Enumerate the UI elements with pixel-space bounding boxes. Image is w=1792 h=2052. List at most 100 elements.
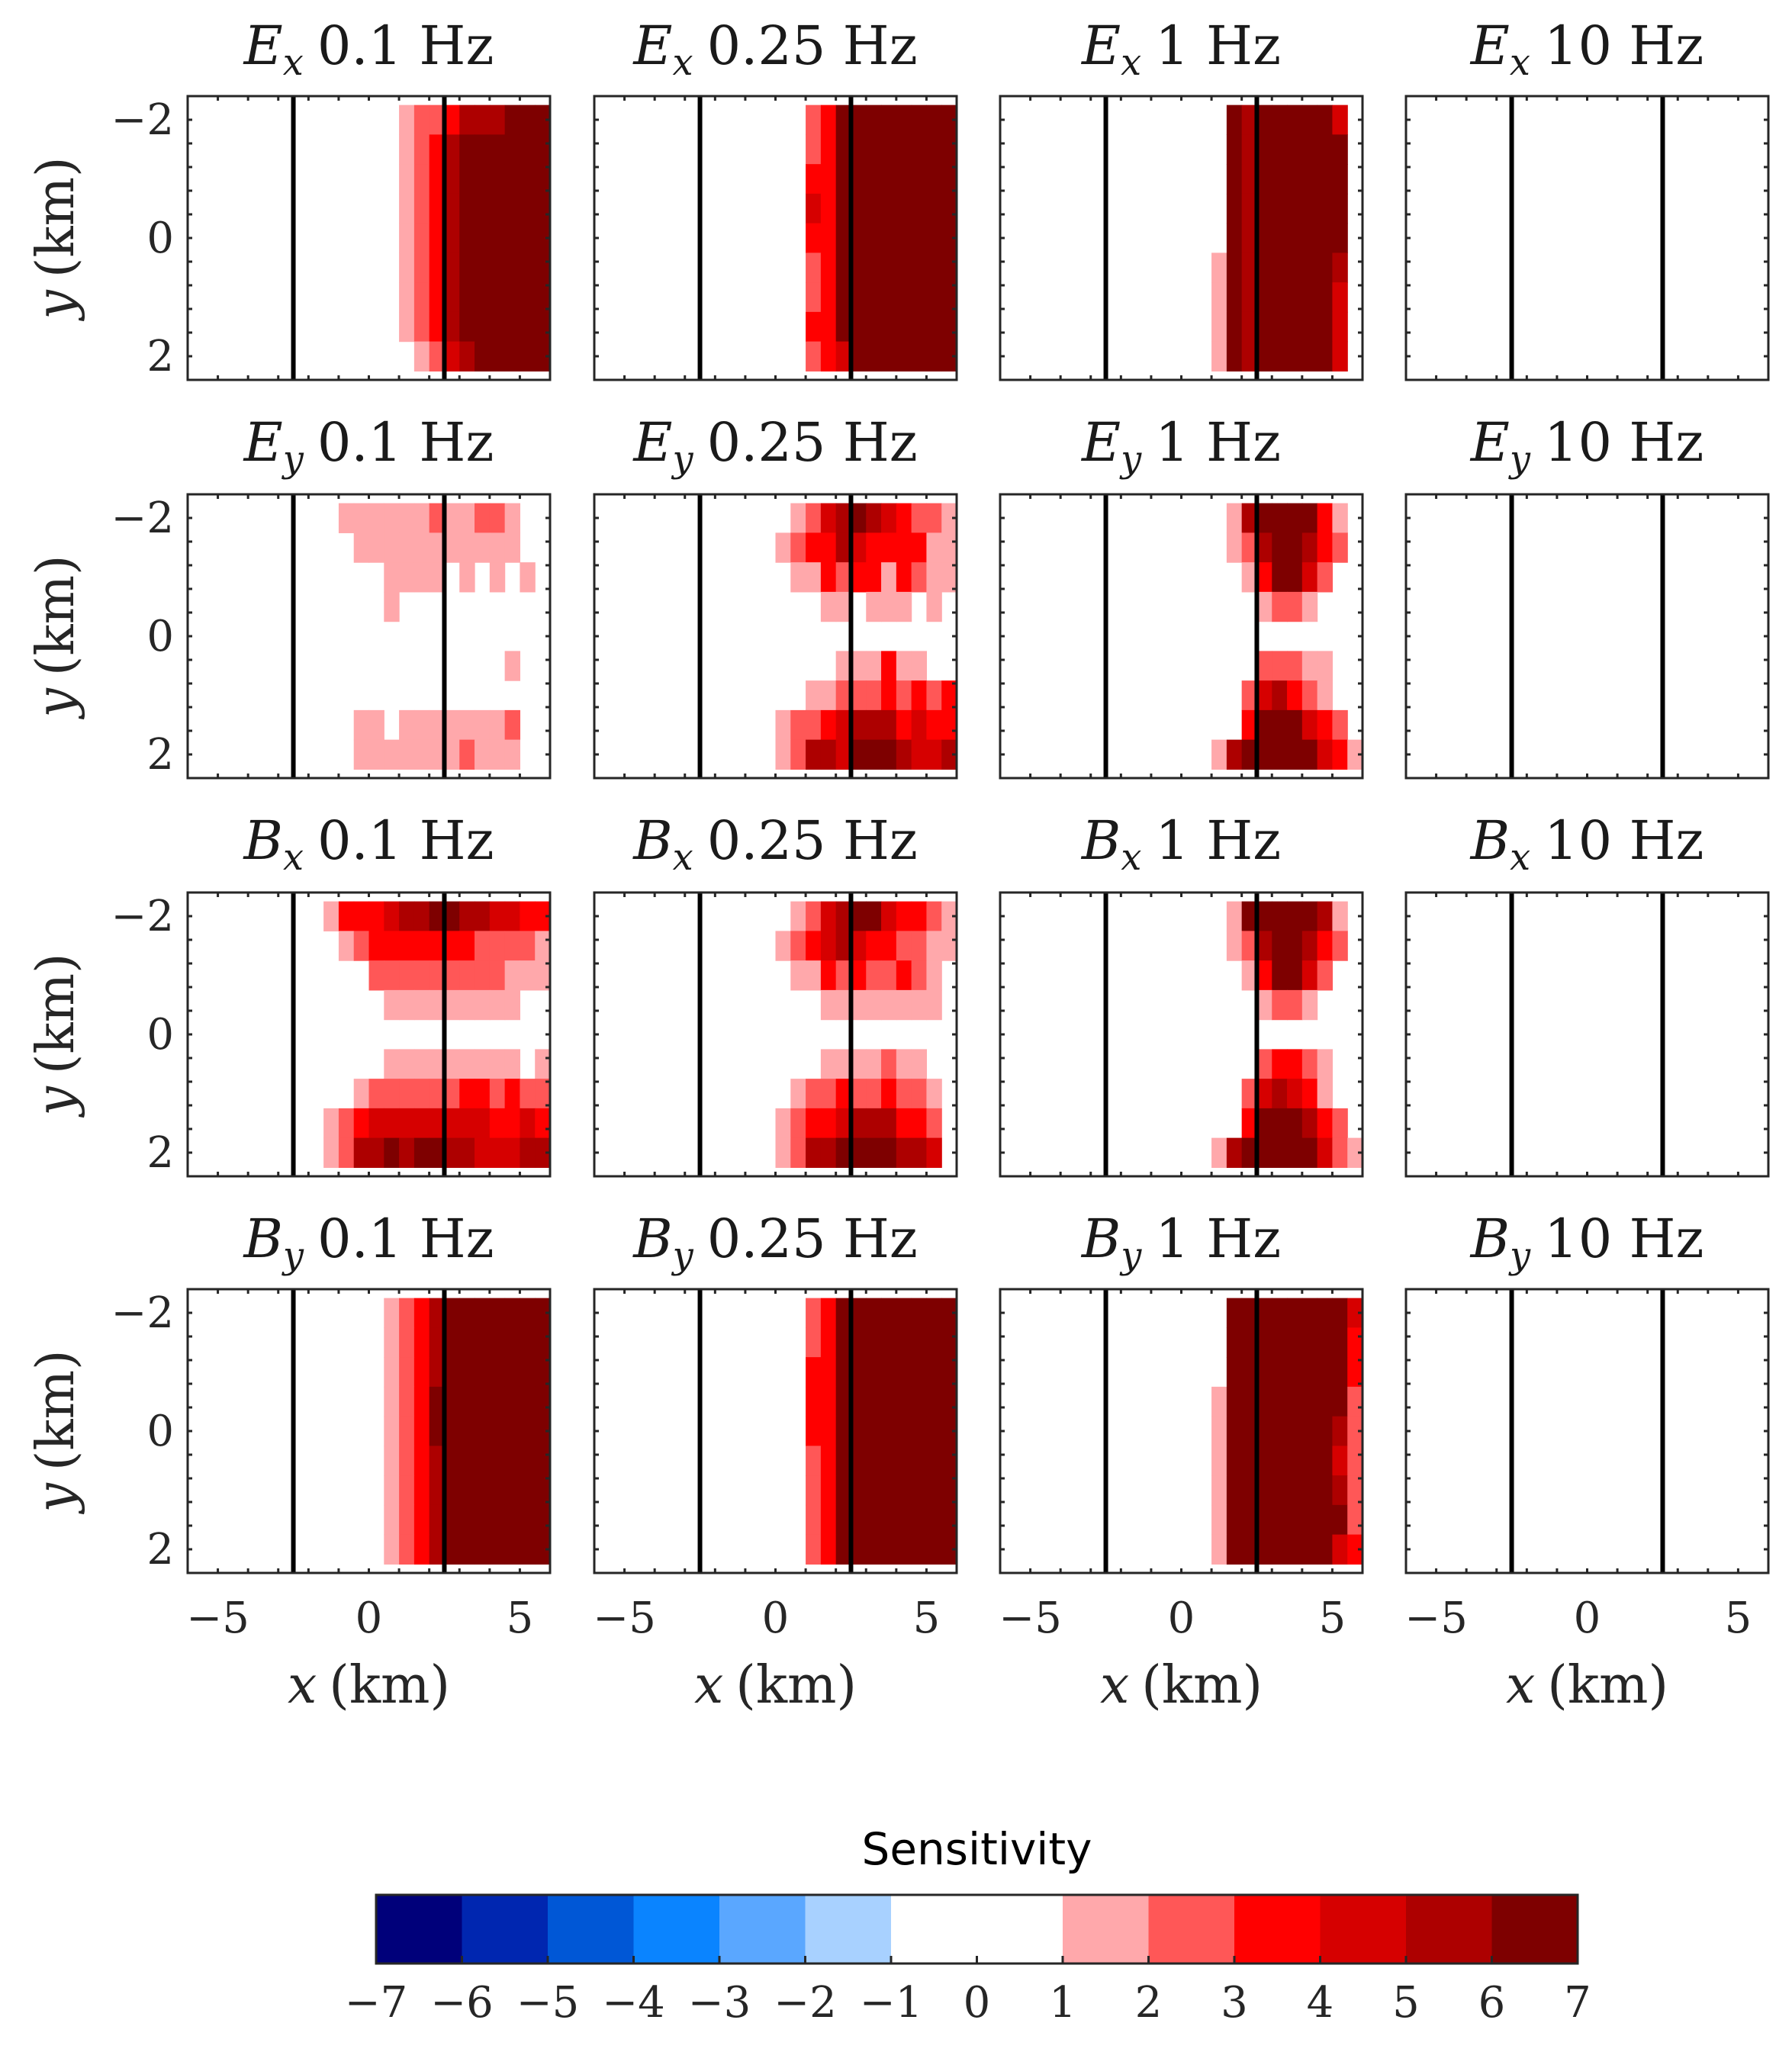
heatmap-cell [384, 503, 400, 533]
heatmap-cell [1287, 1446, 1303, 1476]
heatmap-cell [1226, 1298, 1243, 1328]
heatmap-cell [881, 282, 897, 313]
heatmap-cell [489, 1534, 506, 1565]
heatmap-cell [1301, 1504, 1318, 1536]
heatmap-cell [399, 1416, 415, 1446]
heatmap-cell [806, 1504, 822, 1536]
heatmap-cell [520, 134, 536, 165]
heatmap-cell [835, 1534, 852, 1565]
heatmap-cell [535, 1327, 551, 1358]
heatmap-cell [1301, 105, 1318, 135]
colorbar-tick-label: 5 [1392, 1978, 1420, 2028]
heatmap-cell [835, 591, 852, 622]
heatmap-cell [384, 1386, 400, 1417]
heatmap-cell [820, 1327, 837, 1358]
heatmap-cell [790, 1108, 806, 1139]
heatmap-cell [851, 282, 867, 313]
heatmap-cell [1332, 311, 1348, 343]
heatmap-cell [475, 164, 491, 195]
heatmap-cell [535, 282, 551, 313]
heatmap-cell [429, 1357, 446, 1388]
x-axis-unit: (km) [1547, 1655, 1668, 1716]
heatmap-cell [926, 680, 942, 711]
heatmap-cell [1272, 1298, 1288, 1328]
panel-title: By 10 Hz [1469, 1208, 1704, 1277]
heatmap-cell [504, 193, 521, 224]
heatmap-cell [1226, 1416, 1243, 1446]
heatmap-cell [1317, 532, 1334, 563]
heatmap-cell [926, 562, 942, 593]
heatmap-cell [520, 1137, 536, 1168]
heatmap-cell [926, 1504, 942, 1536]
heatmap-cell [835, 1504, 852, 1536]
heatmap-cell [911, 193, 928, 224]
panel-title-subscript: y [1119, 1234, 1142, 1277]
heatmap-cell [489, 1475, 506, 1506]
heatmap-cell [444, 164, 460, 195]
heatmap-cell [835, 1327, 852, 1358]
heatmap-cell [444, 252, 460, 283]
heatmap-cell [489, 931, 506, 961]
x-axis-label: x (km) [1506, 1655, 1668, 1716]
heatmap-cell [475, 1049, 491, 1079]
heatmap-cell [911, 164, 928, 195]
heatmap-cell [475, 960, 491, 991]
heatmap-cell [806, 1327, 822, 1358]
panel-title-subscript: x [672, 41, 693, 84]
heatmap-cell [926, 1475, 942, 1506]
heatmap-cell [1301, 252, 1318, 283]
heatmap-cell [820, 739, 837, 770]
y-axis-unit: (km) [26, 1349, 86, 1471]
heatmap-cell [520, 252, 536, 283]
heatmap-cell [835, 739, 852, 770]
heatmap-cell [1332, 1386, 1348, 1417]
heatmap-cell [475, 709, 491, 741]
heatmap-cell [504, 1534, 521, 1565]
heatmap-cell [881, 193, 897, 224]
heatmap-cell [926, 311, 942, 343]
panel-title-subscript: y [671, 1234, 694, 1277]
heatmap-cell [835, 1079, 852, 1109]
heatmap-cell [941, 709, 957, 741]
heatmap-cell [851, 1327, 867, 1358]
heatmap-cell [881, 960, 897, 991]
heatmap-cell [475, 193, 491, 224]
heatmap-cell [399, 739, 415, 770]
heatmap-cell [1287, 1108, 1303, 1139]
heatmap-cell [790, 532, 806, 563]
heatmap-cell [851, 1475, 867, 1506]
heatmap-cell [1347, 739, 1363, 770]
heatmap-cell [1317, 252, 1334, 283]
heatmap-cell [881, 562, 897, 593]
heatmap-cell [520, 311, 536, 343]
heatmap-cell [504, 1108, 521, 1139]
heatmap-cell [896, 1137, 912, 1168]
heatmap-cell [941, 105, 957, 135]
heatmap-cell [1256, 1504, 1272, 1536]
heatmap-cell [504, 1298, 521, 1328]
y-tick-label: 2 [146, 332, 174, 381]
heatmap-cell [1332, 223, 1348, 253]
y-tick-label: 0 [146, 1010, 174, 1060]
panel-ex-1hz: Ex 1 Hz [999, 14, 1364, 381]
heatmap-cell [1241, 341, 1258, 371]
heatmap-cell [444, 1137, 460, 1168]
heatmap-cell [353, 1137, 370, 1168]
heatmap-cell [806, 503, 822, 533]
heatmap-cell [806, 1475, 822, 1506]
heatmap-cell [1256, 1386, 1272, 1417]
heatmap-cell [475, 931, 491, 961]
heatmap-cell [881, 341, 897, 371]
heatmap-cell [911, 252, 928, 283]
heatmap-cell [1256, 591, 1272, 622]
heatmap-cell [911, 1475, 928, 1506]
heatmap-cell [911, 1386, 928, 1417]
heatmap-cell [520, 1108, 536, 1139]
heatmap-cell [1256, 901, 1272, 931]
heatmap-cell [941, 532, 957, 563]
heatmap-cell [384, 931, 400, 961]
heatmap-cell [413, 311, 430, 343]
heatmap-cell [1301, 1049, 1318, 1079]
heatmap-cell [489, 311, 506, 343]
heatmap-cell [413, 252, 430, 283]
